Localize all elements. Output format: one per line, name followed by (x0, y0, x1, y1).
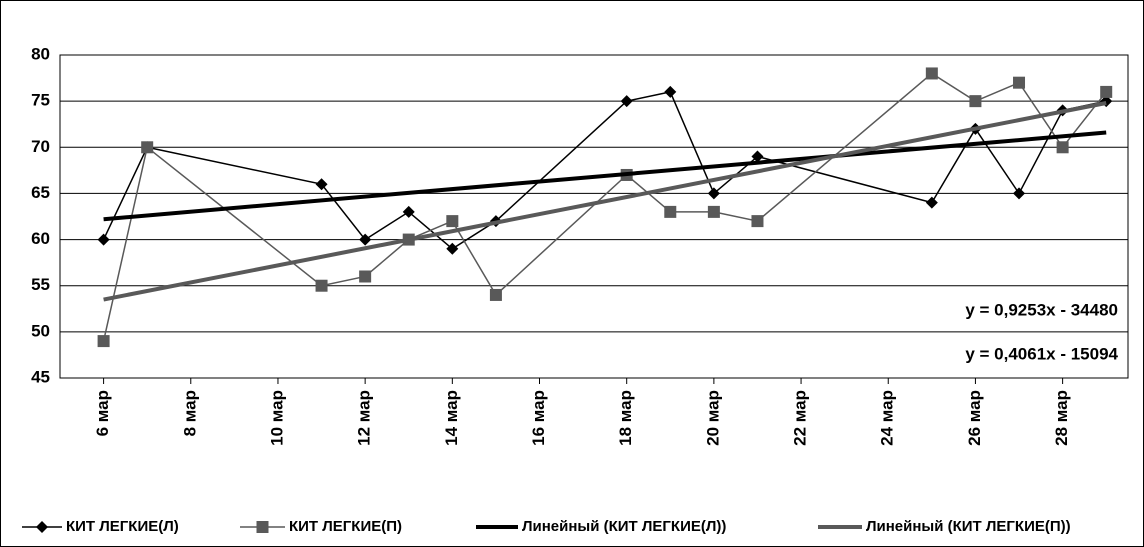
square-marker (97, 335, 110, 348)
x-tick-label: 18 мар (616, 390, 635, 446)
square-marker (141, 141, 154, 154)
legend-label: Линейный (КИТ ЛЕГКИЕ(Л)) (522, 518, 726, 535)
y-tick-label: 65 (31, 183, 50, 202)
x-tick-label: 26 мар (965, 390, 984, 446)
plot-area (59, 54, 1129, 379)
series-line (102, 91, 1107, 250)
y-tick-label: 80 (31, 44, 50, 63)
legend-label: КИТ ЛЕГКИЕ(Л) (66, 518, 179, 535)
square-marker (925, 67, 938, 80)
y-tick-label: 60 (31, 229, 50, 248)
legend-item: КИТ ЛЕГКИЕ(Л) (22, 518, 179, 535)
diamond-marker (664, 85, 677, 98)
x-tick-label: 14 мар (442, 390, 461, 446)
diamond-marker (751, 150, 764, 163)
square-marker (1013, 76, 1026, 89)
x-tick-label: 28 мар (1052, 390, 1071, 446)
square-marker (1100, 85, 1113, 98)
y-tick-label: 55 (31, 275, 50, 294)
diamond-marker (446, 242, 459, 255)
x-tick-label: 8 мар (180, 390, 199, 436)
diamond-marker (1013, 187, 1026, 200)
y-tick-label: 75 (31, 91, 50, 110)
square-marker (707, 205, 720, 218)
square-marker (359, 270, 372, 283)
y-tick-label: 45 (31, 367, 50, 386)
legend-item: Линейный (КИТ ЛЕГКИЕ(Л)) (476, 518, 726, 535)
square-marker (751, 215, 764, 228)
diamond-marker (620, 95, 633, 108)
square-marker (489, 288, 502, 301)
square-marker (1056, 141, 1069, 154)
y-tick-label: 50 (31, 321, 50, 340)
diamond-marker (402, 205, 415, 218)
legend-item: Линейный (КИТ ЛЕГКИЕ(П)) (818, 518, 1071, 535)
x-tick-label: 6 мар (93, 390, 112, 436)
legend-label: Линейный (КИТ ЛЕГКИЕ(П)) (866, 518, 1071, 535)
square-marker (256, 521, 269, 533)
legend: КИТ ЛЕГКИЕ(Л) КИТ ЛЕГКИЕ(П) Линейный (КИТ … (22, 518, 1071, 535)
square-marker (446, 215, 459, 228)
trendline (103, 130, 1107, 222)
x-tick-label: 22 мар (791, 390, 810, 446)
diamond-marker (359, 233, 372, 246)
diamond-marker (36, 521, 48, 533)
y-tick-label: 70 (31, 137, 50, 156)
trend-equation: y = 0,4061x - 15094 (965, 344, 1118, 363)
diamond-marker (707, 187, 720, 200)
x-tick-label: 20 мар (703, 390, 722, 446)
trend-equation: y = 0,9253x - 34480 (965, 300, 1118, 319)
x-tick-label: 24 мар (878, 390, 897, 446)
square-marker (315, 279, 328, 292)
diamond-marker (925, 196, 938, 209)
square-marker (664, 205, 677, 218)
x-tick-label: 16 мар (529, 390, 548, 446)
legend-label: КИТ ЛЕГКИЕ(П) (289, 518, 402, 535)
legend-item: КИТ ЛЕГКИЕ(П) (240, 518, 402, 535)
square-marker (969, 95, 982, 108)
x-tick-label: 12 мар (355, 390, 374, 446)
diamond-marker (315, 178, 328, 191)
trendline (103, 101, 1107, 302)
diamond-marker (97, 233, 110, 246)
x-tick-label: 10 мар (267, 390, 286, 446)
